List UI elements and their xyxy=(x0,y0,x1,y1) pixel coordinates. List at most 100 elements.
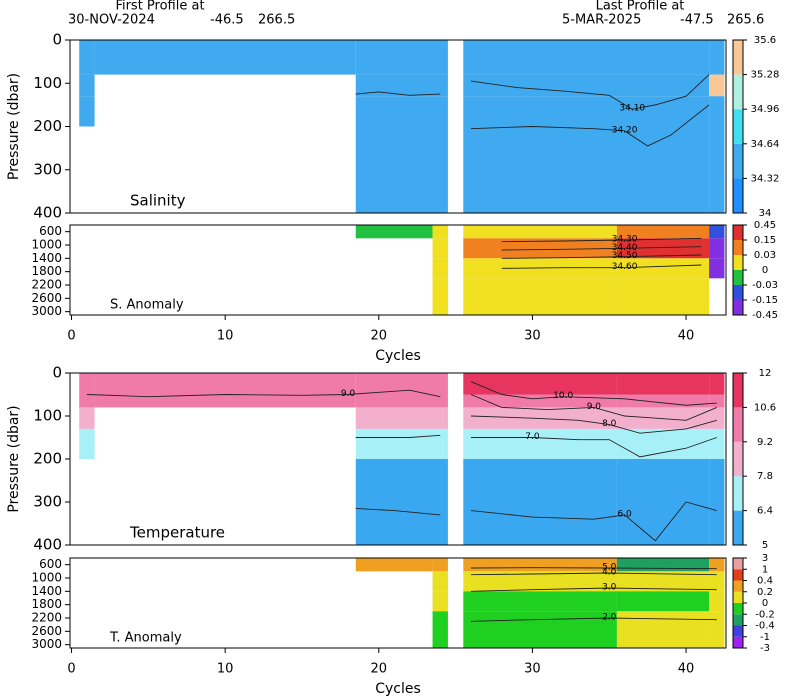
colorbar-label: -3 xyxy=(760,643,770,654)
cell xyxy=(616,591,710,612)
contour-line xyxy=(355,434,717,458)
contour-label: 34.60 xyxy=(612,262,638,272)
cell xyxy=(432,611,448,648)
last-label: Last Profile at xyxy=(596,0,685,14)
plot-frame xyxy=(69,557,727,649)
cell xyxy=(94,394,356,408)
contour-line xyxy=(355,91,441,96)
cell xyxy=(709,96,725,127)
contour-label: 4.0 xyxy=(602,568,617,578)
cell xyxy=(79,96,95,127)
colorbar-label: 0 xyxy=(762,598,768,609)
cell xyxy=(463,74,710,97)
contour-label: 34.10 xyxy=(619,104,645,114)
cell xyxy=(355,225,433,239)
cell xyxy=(463,126,710,213)
contour-label: 6.0 xyxy=(617,509,632,519)
cell xyxy=(709,611,725,648)
y-tick-label: 200 xyxy=(33,117,62,135)
last-lon: 265.6 xyxy=(727,13,764,28)
x-tick-label: 20 xyxy=(371,329,388,344)
y-tick-label: 1800 xyxy=(31,264,62,278)
colorbar-band xyxy=(733,476,743,511)
contour-line xyxy=(470,572,717,576)
cell xyxy=(709,394,725,408)
colorbar-label: 7.8 xyxy=(757,471,773,482)
y-tick-label: 400 xyxy=(33,204,62,222)
plot-area: 34.10 34.20 xyxy=(79,40,725,213)
colorbar-band xyxy=(733,40,743,75)
contour-label: 34.20 xyxy=(612,125,638,135)
cell xyxy=(709,40,725,75)
colorbar-label: 34.64 xyxy=(751,139,780,150)
colorbar-band xyxy=(733,558,743,570)
contour-label: 34.30 xyxy=(612,235,638,245)
y-tick-label: 1000 xyxy=(31,238,62,252)
cell xyxy=(709,225,725,239)
cell xyxy=(355,40,448,75)
x-tick-label: 40 xyxy=(678,329,695,344)
x-tick-label: 30 xyxy=(524,329,541,344)
colorbar-label: 35.28 xyxy=(751,70,780,81)
x-tick-label: 10 xyxy=(217,329,234,344)
cell xyxy=(709,571,725,592)
cell xyxy=(355,407,448,429)
panel-title: S. Anomaly xyxy=(110,298,184,313)
contour-line xyxy=(501,237,702,243)
colorbar-band xyxy=(733,109,743,144)
cell xyxy=(79,407,95,429)
cell xyxy=(709,258,725,279)
colorbar-label: 0.15 xyxy=(754,235,776,246)
colorbar-label: 5 xyxy=(762,540,768,551)
cell xyxy=(709,373,725,395)
contour-line xyxy=(355,508,441,516)
cell xyxy=(463,571,617,592)
contour-label: 8.0 xyxy=(602,419,617,429)
contour-line xyxy=(470,74,710,110)
y-tick-label: 1000 xyxy=(31,571,62,585)
cell xyxy=(79,394,95,408)
cell xyxy=(79,428,95,459)
cell xyxy=(616,258,710,279)
cell xyxy=(463,40,710,75)
colorbar-band xyxy=(733,580,743,592)
cell xyxy=(79,74,95,97)
contour-line xyxy=(470,501,717,542)
y-tick-label: 3000 xyxy=(31,304,62,318)
y-tick-label: 2600 xyxy=(31,291,62,305)
y-tick-label: 300 xyxy=(33,160,62,178)
cell xyxy=(432,278,448,315)
contour-line xyxy=(86,389,441,398)
x-tick-label: 20 xyxy=(371,662,388,677)
colorbar-band xyxy=(733,300,743,315)
cell xyxy=(432,225,448,239)
cell xyxy=(355,558,433,572)
panel-title: T. Anomaly xyxy=(109,631,182,646)
contour-label: 5.0 xyxy=(602,563,617,573)
cell xyxy=(355,373,448,395)
colorbar-frame xyxy=(732,39,744,214)
cell xyxy=(616,407,710,429)
y-axis-label: Pressure (dbar) xyxy=(6,405,22,512)
colorbar-band xyxy=(733,625,743,637)
cell xyxy=(432,558,448,572)
cell xyxy=(616,459,710,545)
cell xyxy=(709,428,725,459)
colorbar-label: -0.2 xyxy=(755,609,775,620)
cell xyxy=(616,394,710,408)
cell xyxy=(355,126,448,213)
contour-line xyxy=(501,254,702,259)
colorbar-label: 6.4 xyxy=(757,506,773,517)
y-tick-label: 2600 xyxy=(31,624,62,638)
cell xyxy=(432,258,448,279)
contour-line xyxy=(470,617,717,622)
cell xyxy=(616,225,710,239)
cell xyxy=(463,238,617,259)
colorbar-band xyxy=(733,591,743,603)
cell xyxy=(355,74,448,97)
first-date: 30-NOV-2024 xyxy=(68,13,155,28)
y-tick-label: 600 xyxy=(39,224,62,238)
cell xyxy=(709,591,725,612)
colorbar-label: -0.45 xyxy=(752,310,778,321)
y-tick-label: 300 xyxy=(33,493,62,511)
